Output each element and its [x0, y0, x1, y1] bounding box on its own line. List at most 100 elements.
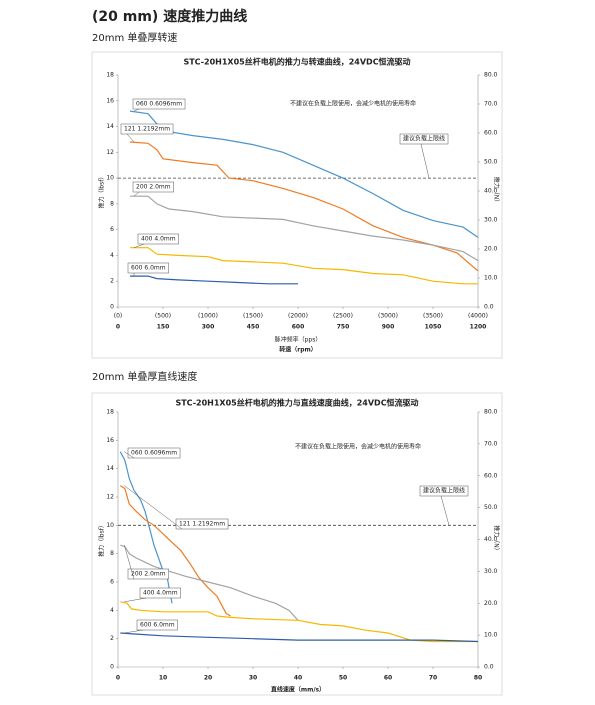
leader [124, 545, 135, 580]
x-tick-label: 40 [294, 675, 302, 682]
y-tick-label: 2 [110, 635, 114, 642]
limit-label: 建议负载上限线 [403, 135, 445, 143]
y-tick-label: 0 [110, 664, 114, 671]
x-tick-label: 10 [159, 675, 167, 682]
legend-label: 200 2.0mm [136, 184, 171, 191]
chart-frame [91, 51, 503, 359]
leader [124, 629, 144, 634]
y-label: 推力（lbsf） [98, 522, 106, 557]
legend-box [137, 233, 179, 245]
series-line [119, 451, 173, 604]
y2-tick-label: 40.0 [484, 536, 498, 543]
y-tick-label: 18 [106, 409, 114, 416]
x2-tick-label: (500) [155, 313, 171, 320]
y-tick-label: 6 [110, 226, 114, 233]
chart-title: STC-20H1X05丝杆电机的推力与转速曲线，24VDC恒流驱动 [183, 57, 410, 67]
y2-tick-label: 80.0 [484, 72, 498, 79]
y-tick-label: 8 [110, 200, 114, 207]
legend-box [120, 123, 174, 135]
x-tick-label: 1050 [425, 324, 442, 331]
series-line [129, 141, 479, 272]
y2-label: 推力（N） [493, 525, 501, 554]
chart-title: STC-20H1X05丝杆电机的推力与直线速度曲线，24VDC恒流驱动 [175, 398, 418, 408]
leader [440, 495, 450, 526]
x2-tick-label: (4000) [468, 313, 488, 320]
y-tick-label: 12 [106, 494, 114, 501]
series-line [119, 485, 231, 617]
y2-tick-label: 80.0 [484, 409, 498, 416]
x-tick-label: 1200 [470, 324, 487, 331]
legend-label: 600 6.0mm [131, 265, 166, 272]
y-tick-label: 14 [106, 465, 114, 472]
section-heading: 20mm 单叠厚转速 [92, 31, 177, 44]
y2-tick-label: 60.0 [484, 130, 498, 137]
y-tick-label: 0 [110, 304, 114, 311]
leader [133, 108, 140, 112]
x-tick-label: 70 [429, 675, 437, 682]
y-tick-label: 6 [110, 579, 114, 586]
y2-tick-label: 20.0 [484, 246, 498, 253]
legend-label: 200 2.0mm [131, 571, 166, 578]
annotation: 不建议在负载上限使用，会减少电机的使用寿命 [295, 443, 421, 451]
legend-box [132, 181, 174, 193]
legend-label: 060 0.6096mm [136, 101, 182, 108]
y2-label: 推力（N） [493, 177, 501, 206]
x-tick-label: 30 [249, 675, 257, 682]
y2-tick-label: 50.0 [484, 159, 498, 166]
y-tick-label: 8 [110, 550, 114, 557]
x-tick-label: 0 [116, 324, 120, 331]
y-tick-label: 18 [106, 72, 114, 79]
x2-label: 脉冲频率（pps） [275, 336, 322, 344]
y-tick-label: 10 [106, 175, 114, 182]
x-tick-label: 900 [382, 324, 395, 331]
x2-tick-label: (3000) [378, 313, 398, 320]
series-line [130, 247, 478, 285]
legend-box [127, 447, 181, 459]
y2-tick-label: 30.0 [484, 568, 498, 575]
y2-tick-label: 30.0 [484, 217, 498, 224]
series-line [120, 544, 299, 621]
annotation: 不建议在负载上限使用，会减少电机的使用寿命 [290, 100, 416, 108]
x-tick-label: 0 [116, 675, 120, 682]
legend-label: 060 0.6096mm [131, 450, 177, 457]
y-tick-label: 16 [106, 97, 114, 104]
y-tick-label: 16 [106, 437, 114, 444]
legend-box [136, 619, 178, 631]
y2-tick-label: 70.0 [484, 101, 498, 108]
y-tick-label: 2 [110, 278, 114, 285]
legend-label: 600 6.0mm [140, 622, 175, 629]
x2-tick-label: (0) [114, 313, 123, 320]
legend-label: 400 4.0mm [143, 590, 178, 597]
chart-frame [91, 392, 503, 696]
y-tick-label: 4 [110, 607, 114, 614]
y2-tick-label: 20.0 [484, 600, 498, 607]
section-heading: 20mm 单叠厚直线速度 [92, 370, 197, 383]
leader [126, 133, 135, 143]
y2-tick-label: 40.0 [484, 188, 498, 195]
x-tick-label: 80 [474, 675, 482, 682]
legend-label: 121 1.2192mm [124, 126, 170, 133]
x2-tick-label: (2500) [333, 313, 353, 320]
label-box [419, 485, 469, 497]
y2-tick-label: 50.0 [484, 504, 498, 511]
y-label: 推力（lbsf） [98, 174, 106, 209]
limit-label: 建议负载上限线 [423, 487, 465, 495]
x-label: 转速（rpm） [279, 346, 317, 354]
x-tick-label: 150 [157, 324, 170, 331]
y2-tick-label: 60.0 [484, 472, 498, 479]
x-tick-label: 750 [337, 324, 350, 331]
series-line [120, 601, 478, 643]
x2-tick-label: (2000) [288, 313, 308, 320]
x2-tick-label: (1000) [198, 313, 218, 320]
series-line [130, 275, 298, 285]
y2-tick-label: 0.0 [484, 304, 494, 311]
y2-tick-label: 10.0 [484, 275, 498, 282]
x-tick-label: 300 [202, 324, 215, 331]
legend-box [127, 262, 169, 274]
series-line [130, 195, 479, 262]
y2-tick-label: 0.0 [484, 664, 494, 671]
y2-tick-label: 70.0 [484, 440, 498, 447]
legend-box [132, 98, 186, 110]
x2-tick-label: (3500) [423, 313, 443, 320]
